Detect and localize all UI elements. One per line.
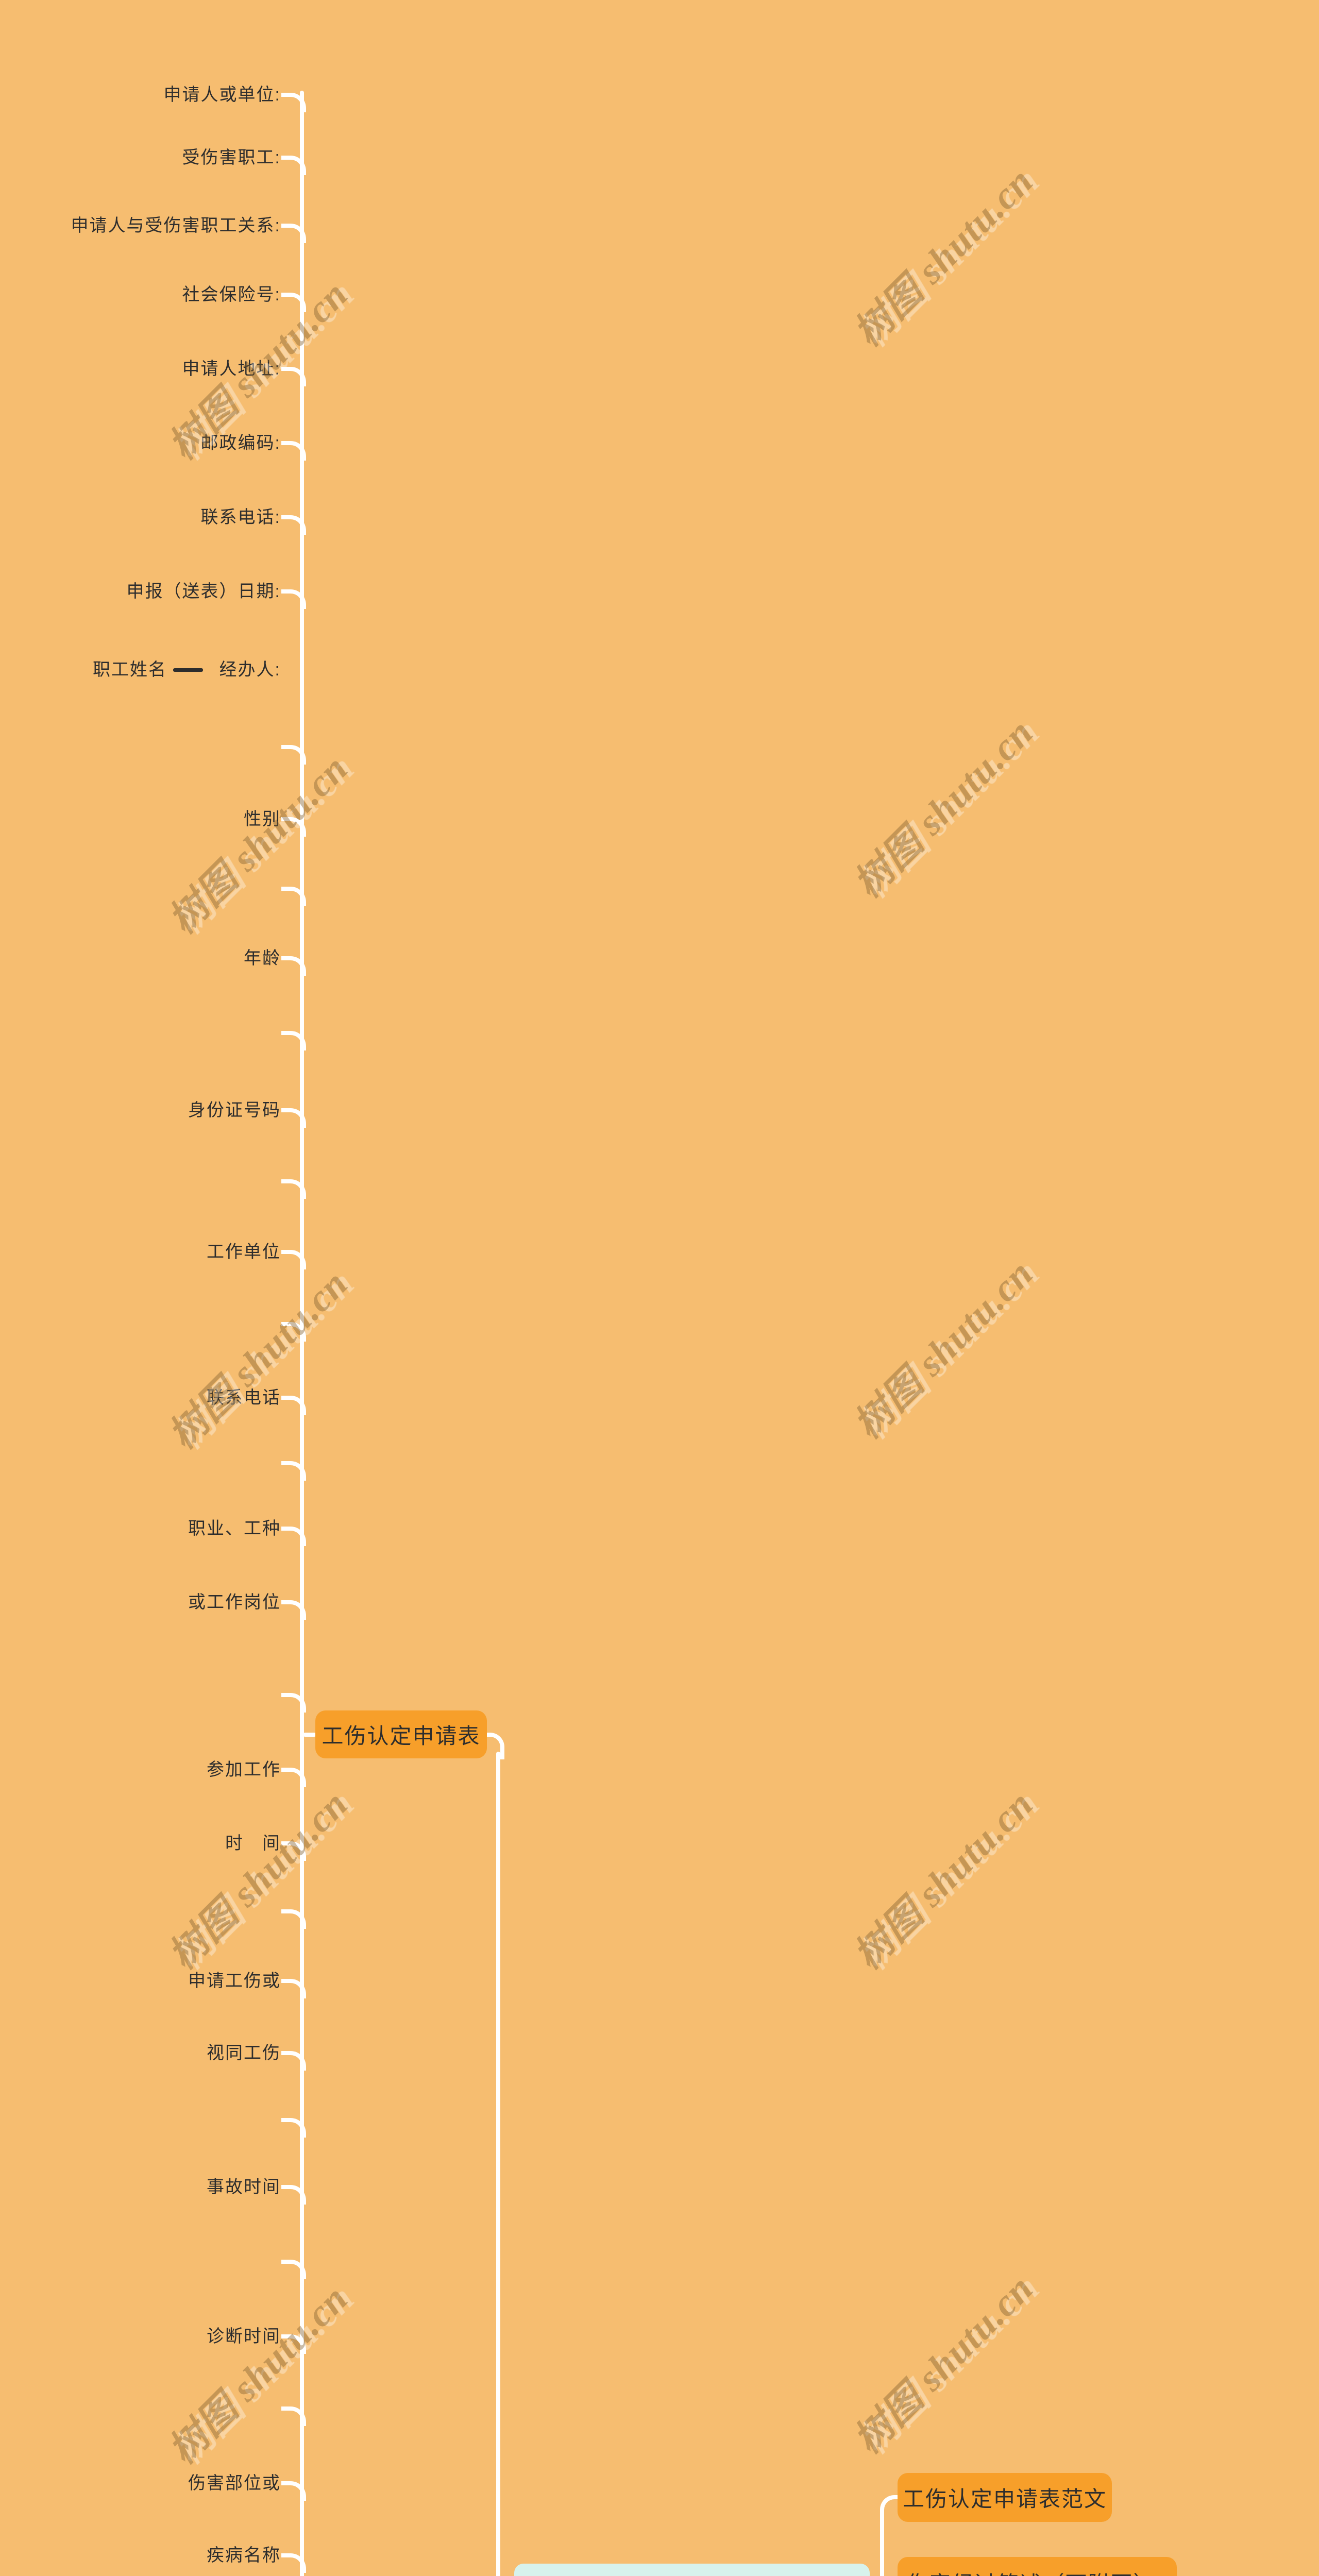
left-child-hook	[281, 1250, 306, 1269]
left-child-label[interactable]: 伤害部位或	[188, 2473, 281, 2493]
node-label-worker-name[interactable]: 职工姓名	[93, 660, 167, 680]
left-child-hook-empty	[281, 2260, 306, 2279]
left-child-hook	[281, 93, 306, 112]
left-child-hook-empty	[281, 1031, 306, 1050]
left-child-hook	[281, 224, 306, 243]
left-child-label[interactable]: 疾病名称	[207, 2546, 281, 2565]
watermark-text: 树图 shutu.cn	[846, 1251, 1042, 1447]
left-child-label[interactable]: 工作单位	[207, 1242, 281, 1262]
left-child-hook	[281, 1108, 306, 1128]
left-child-hook	[281, 1768, 306, 1787]
left-child-label[interactable]: 申请人地址:	[182, 359, 281, 379]
watermark-text: 树图 shutu.cn	[846, 710, 1042, 906]
left-child-label[interactable]: 时 间	[225, 1834, 281, 1853]
left-child-label[interactable]: 职业、工种	[188, 1519, 281, 1538]
right-bracket-top-curve	[880, 2495, 902, 2522]
left-child-hook-empty	[281, 1322, 306, 1342]
left-child-hook	[281, 441, 306, 461]
left-child-label[interactable]: 联系电话	[207, 1388, 281, 1408]
left-child-label[interactable]: 事故时间	[207, 2177, 281, 2197]
right-bracket-line	[880, 2514, 884, 2576]
left-child-hook-empty	[281, 745, 306, 765]
left-child-label[interactable]: 受伤害职工:	[182, 148, 281, 167]
left-child-hook	[281, 2553, 306, 2573]
left-child-hook-empty	[281, 887, 306, 906]
left-child-label[interactable]: 邮政编码:	[200, 433, 281, 453]
node-root-title[interactable]: 工伤认定申请表范文2022	[514, 2564, 870, 2576]
left-child-hook-empty	[281, 1461, 306, 1481]
left-child-hook	[281, 1527, 306, 1546]
left-child-hook-empty	[281, 1693, 306, 1713]
root-bracket-line	[496, 1752, 500, 2576]
left-child-label[interactable]: 申请人与受伤害职工关系:	[71, 216, 281, 235]
node-sample-text[interactable]: 工伤认定申请表范文	[898, 2473, 1112, 2522]
left-child-hook-empty	[281, 2118, 306, 2138]
left-child-label[interactable]: 申请工伤或	[188, 1971, 281, 1991]
watermark-text: 树图 shutu.cn	[161, 2277, 357, 2472]
watermark-text: 树图 shutu.cn	[161, 1262, 357, 1458]
left-child-hook	[281, 589, 306, 609]
left-child-hook	[281, 1979, 306, 1998]
connector-worker-name	[173, 668, 203, 672]
left-child-label[interactable]: 申请人或单位:	[163, 85, 281, 105]
left-child-hook	[281, 1600, 306, 1620]
left-child-hook	[281, 156, 306, 175]
left-child-label[interactable]: 参加工作	[207, 1760, 281, 1780]
left-child-hook-empty	[281, 2406, 306, 2426]
left-child-hook	[281, 2185, 306, 2205]
watermark-text: 树图 shutu.cn	[846, 2266, 1042, 2462]
left-child-hook-empty	[281, 1179, 306, 1199]
left-child-label[interactable]: 联系电话:	[200, 507, 281, 527]
left-child-hook	[281, 817, 306, 837]
watermark-text: 树图 shutu.cn	[161, 747, 357, 942]
left-child-label[interactable]: 年龄	[244, 948, 281, 968]
left-child-hook	[281, 293, 306, 312]
left-child-label[interactable]: 性别	[244, 809, 281, 829]
left-child-hook	[281, 2481, 306, 2501]
node-injury-description[interactable]: 伤害经过简述（可附页）：	[898, 2557, 1177, 2576]
left-child-label[interactable]: 申报（送表）日期:	[126, 582, 281, 601]
left-child-hook	[281, 2051, 306, 2071]
left-child-label[interactable]: 视同工伤	[207, 2043, 281, 2063]
watermark-text: 树图 shutu.cn	[161, 1782, 357, 1978]
left-child-label[interactable]: 或工作岗位	[188, 1592, 281, 1612]
left-child-hook	[281, 1841, 306, 1861]
node-label-handler[interactable]: 经办人:	[219, 660, 281, 680]
watermark-text: 树图 shutu.cn	[846, 159, 1042, 355]
root-bracket-top-curve	[487, 1733, 504, 1759]
left-child-hook	[281, 956, 306, 976]
left-child-label[interactable]: 诊断时间	[207, 2327, 281, 2346]
node-application-form[interactable]: 工伤认定申请表	[315, 1710, 487, 1758]
left-child-hook-empty	[281, 1909, 306, 1929]
left-child-hook	[281, 2334, 306, 2354]
left-child-hook	[281, 1396, 306, 1415]
left-child-hook	[281, 367, 306, 386]
left-child-label[interactable]: 社会保险号:	[182, 285, 281, 304]
watermark-text: 树图 shutu.cn	[846, 1782, 1042, 1978]
left-child-label[interactable]: 身份证号码	[188, 1100, 281, 1120]
left-child-hook	[281, 515, 306, 535]
left-parent-connector	[303, 1733, 316, 1737]
